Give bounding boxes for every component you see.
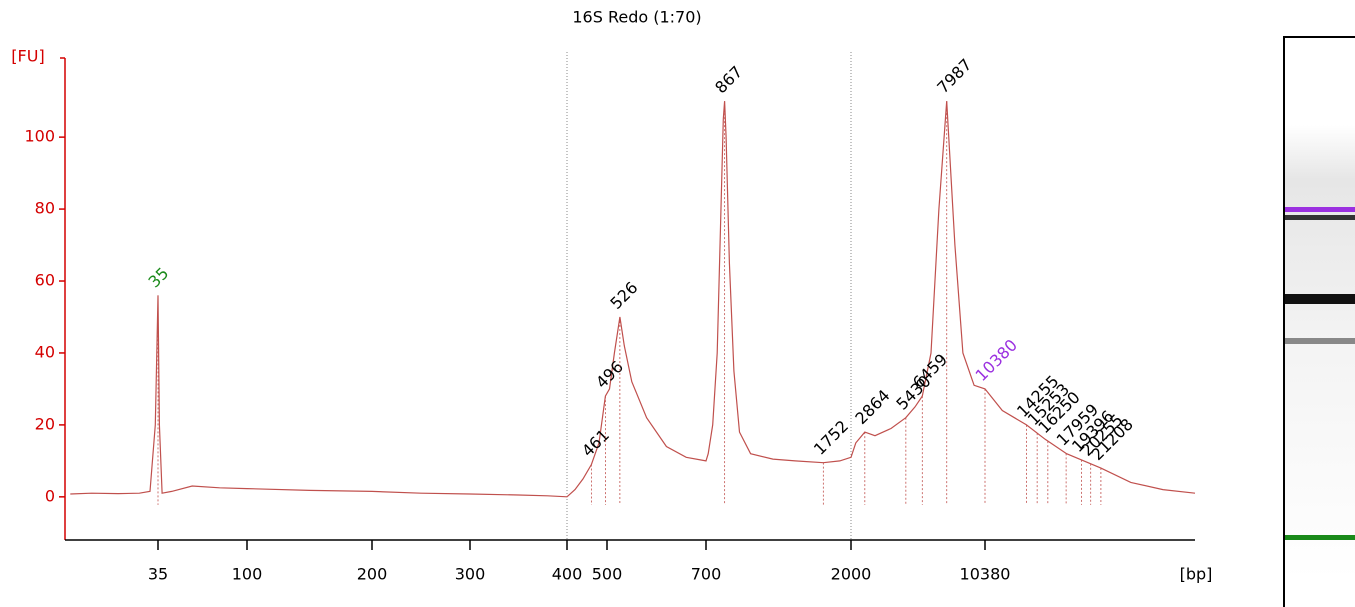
x-tick-label: 10380: [960, 565, 1011, 584]
x-tick-label: 100: [232, 565, 263, 584]
x-tick-label: 300: [455, 565, 486, 584]
y-tick-label: 40: [35, 342, 55, 361]
peak-label: 7987: [933, 55, 975, 97]
peak-label: 461: [578, 425, 613, 460]
peak-label: 1752: [810, 416, 852, 458]
peak-label: 10380: [972, 336, 1021, 385]
peak-label: 496: [592, 357, 627, 392]
y-tick-label: 80: [35, 199, 55, 218]
x-tick-label: 400: [552, 565, 583, 584]
y-tick-label: 60: [35, 271, 55, 290]
x-axis-label: [bp]: [1180, 565, 1213, 584]
x-tick-label: 200: [357, 565, 388, 584]
peak-label: 867: [711, 62, 746, 97]
y-tick-label: 0: [45, 486, 55, 505]
x-tick-label: 700: [691, 565, 722, 584]
trace: [70, 101, 1196, 498]
y-axis-label: [FU]: [11, 47, 44, 66]
peak-label: 2864: [851, 386, 893, 428]
x-tick-label: 2000: [831, 565, 872, 584]
x-tick-label: 35: [148, 565, 168, 584]
gel-lane: [1283, 36, 1355, 607]
x-tick-label: 500: [592, 565, 623, 584]
peak-label: 35: [145, 264, 173, 292]
peak-label: 526: [606, 278, 641, 313]
y-tick-label: 100: [24, 127, 55, 146]
chart-title: 16S Redo (1:70): [572, 8, 701, 27]
y-tick-label: 20: [35, 414, 55, 433]
